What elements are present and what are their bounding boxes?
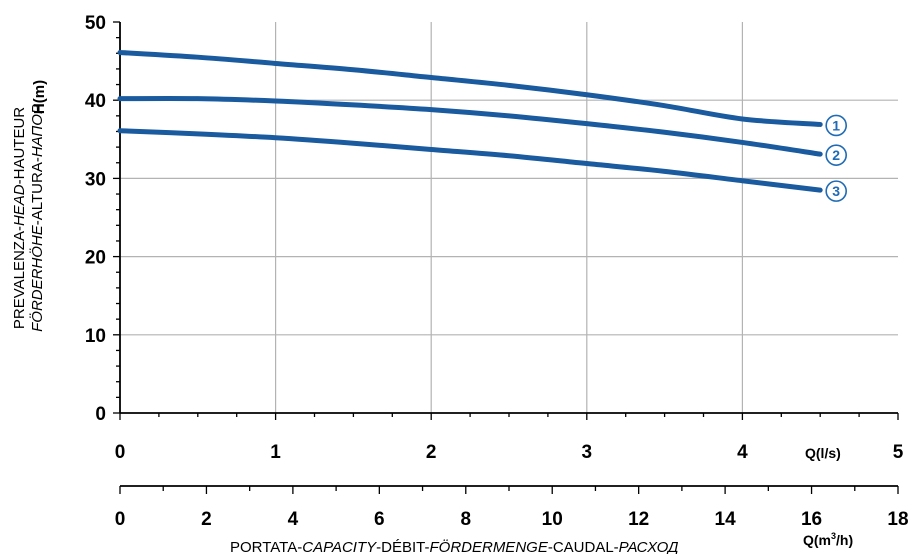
curve-series-3 <box>117 128 823 193</box>
x-primary-tick-label: 2 <box>426 442 437 463</box>
curve-markers: 1 2 3 <box>825 114 848 202</box>
x-secondary-tick-label: 14 <box>715 509 737 530</box>
x-primary-unit-label: Q(l/s) <box>805 445 841 461</box>
x-secondary-tick-label: 16 <box>801 509 822 530</box>
curve-marker-label-2: 2 <box>832 147 840 163</box>
x-secondary-tick-label: 8 <box>460 509 471 530</box>
svg-text:PREVALENZA-HEAD-HAUTEUR: PREVALENZA-HEAD-HAUTEUR <box>11 107 28 329</box>
curve-marker-circle-2 <box>825 144 848 166</box>
y-tick-label: 50 <box>85 13 106 34</box>
y-tick-label: 0 <box>95 404 106 425</box>
y-axis-title: PREVALENZA-HEAD-HAUTEUR FÖRDERHÖHE-ALTUR… <box>11 104 46 332</box>
x-secondary-tick-label: 18 <box>887 509 908 530</box>
x-primary-tick-label: 1 <box>270 442 281 463</box>
x-primary-tick-label: 5 <box>893 442 904 463</box>
x-secondary-tick-label: 2 <box>201 509 212 530</box>
curve-series-1 <box>117 49 823 127</box>
grid-lines <box>120 22 898 413</box>
curve-marker-circle-3 <box>825 180 848 202</box>
curve-marker-label-3: 3 <box>832 183 840 199</box>
x-primary-tick-label: 3 <box>582 442 593 463</box>
svg-text:FÖRDERHÖHE-ALTURA-НАПОР: FÖRDERHÖHE-ALTURA-НАПОР <box>28 104 46 332</box>
y-tick-label: 40 <box>85 91 106 112</box>
y-tick-label: 10 <box>85 326 106 347</box>
x-secondary-tick-label: 6 <box>374 509 385 530</box>
x-secondary-tick-label: 10 <box>542 509 563 530</box>
x-secondary-tick-label: 0 <box>115 509 126 530</box>
curve-marker-circle-1 <box>825 114 848 137</box>
x-primary-tick-label: 0 <box>115 442 126 463</box>
y-unit-label: H(m) <box>31 80 48 114</box>
x-secondary-tick-label: 12 <box>628 509 649 530</box>
curves <box>117 49 823 193</box>
curve-series-2 <box>117 95 823 157</box>
y-unit-label-group: H(m) <box>31 80 48 114</box>
x-secondary-tick-label: 4 <box>288 509 299 530</box>
x-axis-title: PORTATA-CAPACITY-DÉBIT-FÖRDERMENGE-CAUDA… <box>230 538 679 554</box>
y-tick-label: 30 <box>85 169 106 190</box>
y-tick-label: 20 <box>85 248 106 269</box>
curve-marker-label-1: 1 <box>832 117 840 133</box>
x-secondary-unit-label: Q(m3/h) <box>803 531 853 548</box>
x-primary-tick-label: 4 <box>737 442 748 463</box>
